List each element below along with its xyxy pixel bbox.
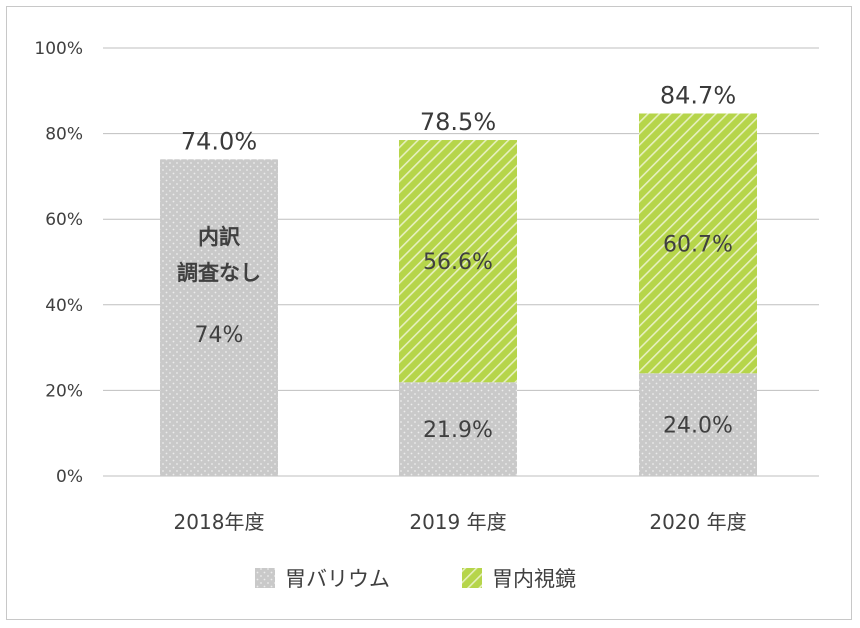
segment-label: 56.6%: [423, 250, 493, 275]
y-tick-label: 100%: [34, 39, 83, 59]
bars: [160, 113, 757, 476]
legend-swatch-endoscopy: [462, 568, 482, 588]
bar-segment-endoscopy: [639, 113, 757, 374]
y-tick-label: 60%: [45, 210, 83, 230]
y-axis-tick-labels: 0% 20% 40% 60% 80% 100%: [34, 39, 83, 487]
chart-frame: 0% 20% 40% 60% 80% 100% 74.0% 78.5% 84.7% 74% 21.…: [6, 6, 852, 620]
x-axis-tick-labels: 2018年度 2019 年度 2020 年度: [174, 510, 747, 534]
bar-segment-barium: [160, 159, 278, 476]
legend-label: 胃内視鏡: [492, 567, 576, 591]
y-tick-label: 0%: [56, 467, 83, 487]
legend-label: 胃バリウム: [285, 567, 390, 591]
annotation-line: 内訳: [198, 225, 241, 249]
stacked-bar-chart: 0% 20% 40% 60% 80% 100% 74.0% 78.5% 84.7% 74% 21.…: [34, 39, 819, 591]
y-tick-label: 80%: [45, 125, 83, 145]
data-labels: 74.0% 78.5% 84.7% 74% 21.9% 24.0% 56.6% 60.7% 内訳…: [177, 81, 736, 443]
bar-segment-barium: [639, 373, 757, 476]
legend-swatch-barium: [255, 568, 275, 588]
bar-segment-endoscopy: [399, 140, 517, 383]
y-tick-label: 20%: [45, 381, 83, 401]
total-label: 74.0%: [181, 127, 257, 155]
legend: 胃バリウム 胃内視鏡: [255, 567, 576, 591]
y-tick-label: 40%: [45, 296, 83, 316]
total-label: 84.7%: [660, 81, 736, 109]
segment-label: 74%: [195, 323, 244, 348]
annotation-line: 調査なし: [177, 261, 261, 285]
segment-label: 60.7%: [663, 232, 733, 257]
segment-label: 21.9%: [423, 418, 493, 443]
total-label: 78.5%: [420, 108, 496, 136]
segment-label: 24.0%: [663, 414, 733, 439]
x-tick-label: 2018年度: [174, 510, 265, 534]
bar-segment-barium: [399, 382, 517, 476]
x-tick-label: 2020 年度: [649, 510, 746, 534]
x-tick-label: 2019 年度: [409, 510, 506, 534]
